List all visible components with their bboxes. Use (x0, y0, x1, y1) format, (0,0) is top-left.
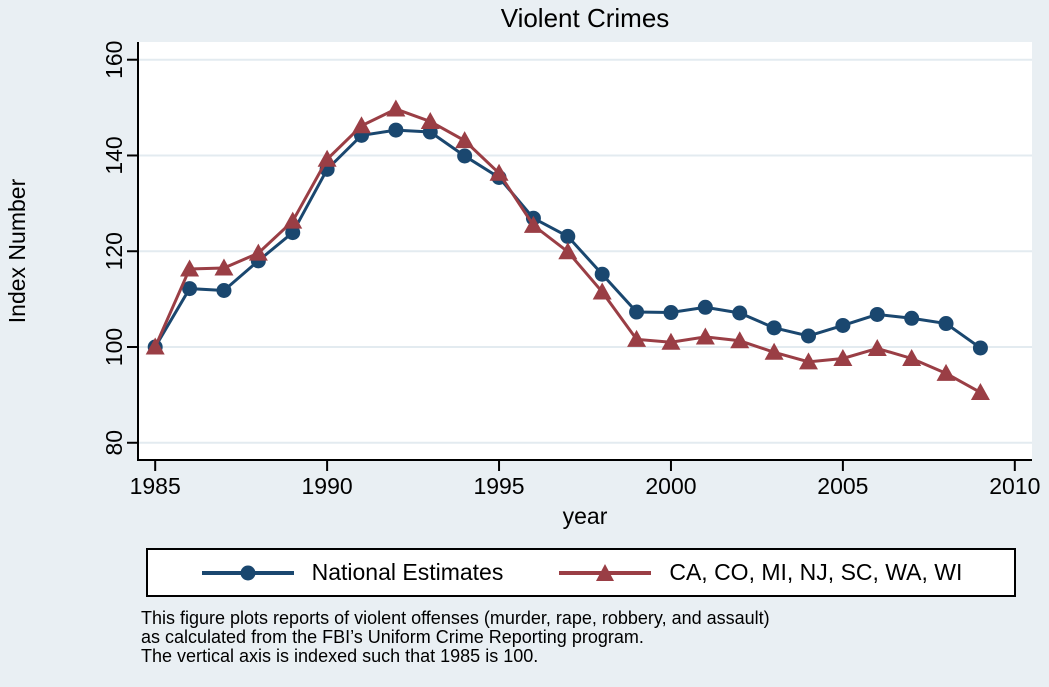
x-tick-label: 1990 (302, 473, 353, 499)
x-tick-label: 2010 (989, 473, 1040, 499)
marker-circle (560, 228, 576, 244)
marker-triangle (386, 99, 406, 117)
x-axis-label: year (563, 503, 608, 529)
chart-title: Violent Crimes (501, 3, 670, 33)
y-tick-label: 140 (101, 136, 127, 174)
marker-circle (663, 305, 679, 321)
marker-triangle (145, 337, 165, 355)
figure-notes: This figure plots reports of violent off… (141, 609, 770, 666)
x-tick-label: 1985 (130, 473, 181, 499)
marker-circle (766, 320, 782, 336)
marker-circle (182, 281, 198, 297)
marker-triangle (248, 243, 268, 261)
marker-triangle (730, 331, 750, 349)
marker-triangle (523, 215, 543, 233)
marker-circle (697, 299, 713, 315)
note-line-3: The vertical axis is indexed such that 1… (141, 646, 539, 666)
marker-triangle (799, 352, 818, 370)
legend-item-national: National Estimates (200, 559, 504, 585)
marker-triangle (936, 363, 956, 381)
marker-triangle (627, 329, 647, 347)
marker-triangle (283, 211, 303, 229)
legend-swatch-triangle (559, 563, 652, 581)
marker-triangle (214, 258, 234, 276)
marker-triangle (833, 348, 853, 366)
marker-triangle (592, 282, 612, 300)
note-line-2: as calculated from the FBI’s Uniform Cri… (141, 627, 644, 647)
marker-circle (457, 148, 473, 164)
marker-circle (904, 310, 920, 326)
y-tick-label: 160 (101, 41, 127, 79)
legend-swatch-circle (201, 565, 294, 580)
marker-circle (285, 225, 301, 241)
marker-triangle (661, 332, 681, 350)
legend-marker-circle (240, 565, 256, 580)
marker-circle (972, 340, 988, 356)
y-tick-label: 80 (101, 430, 127, 456)
x-tick-label: 2000 (645, 473, 696, 499)
marker-triangle (352, 116, 371, 134)
marker-circle (835, 317, 851, 333)
marker-circle (629, 304, 645, 320)
y-tick-label: 120 (101, 232, 127, 270)
marker-triangle (902, 348, 922, 366)
marker-triangle (867, 338, 887, 356)
legend-item-states: CA, CO, MI, NJ, SC, WA, WI (557, 561, 962, 584)
marker-triangle (970, 382, 990, 400)
y-axis-label: Index Number (4, 178, 30, 323)
note-line-1: This figure plots reports of violent off… (141, 608, 770, 628)
marker-circle (732, 305, 748, 321)
marker-circle (594, 266, 610, 282)
marker-triangle (695, 327, 715, 345)
marker-circle (388, 122, 404, 138)
marker-triangle (558, 242, 578, 260)
marker-circle (801, 328, 816, 344)
marker-triangle (317, 149, 337, 167)
marker-triangle (489, 163, 509, 181)
marker-triangle (455, 131, 475, 149)
marker-circle (869, 306, 885, 322)
marker-circle (216, 283, 232, 299)
chart: Violent Crimes Index Number year 80 100 12… (4, 3, 1040, 529)
legend: National Estimates CA, CO, MI, NJ, SC, W… (146, 548, 1016, 597)
legend-marker-triangle (596, 563, 615, 581)
plot-area: 80 100 120 140 160 1985 1990 1995 2000 2005 2010 (101, 41, 1040, 499)
marker-triangle (420, 111, 440, 129)
marker-triangle (764, 342, 784, 360)
marker-triangle (180, 259, 200, 277)
x-tick-label: 1995 (473, 473, 524, 499)
x-tick-label: 2005 (817, 473, 868, 499)
legend-label-states: CA, CO, MI, NJ, SC, WA, WI (669, 559, 963, 585)
marker-circle (938, 316, 954, 332)
legend-label-national: National Estimates (311, 559, 504, 585)
y-tick-label: 100 (101, 328, 127, 366)
